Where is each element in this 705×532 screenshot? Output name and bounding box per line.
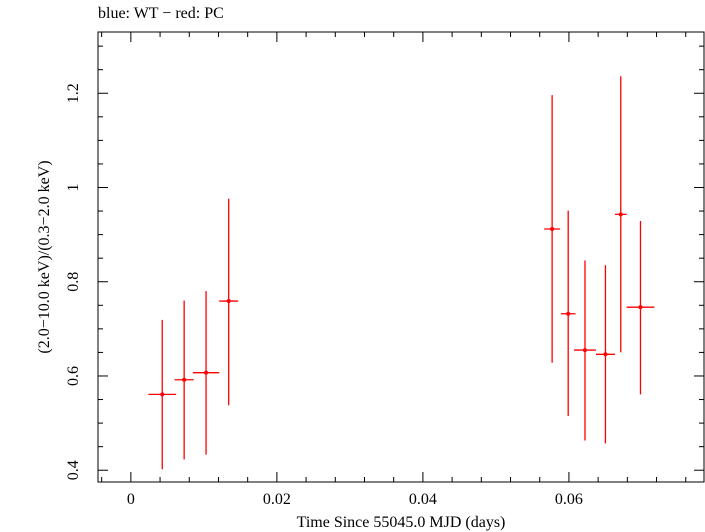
point-marker <box>566 311 571 316</box>
data-point <box>192 291 220 455</box>
data-points <box>148 76 655 470</box>
y-tick-label: 1.2 <box>65 83 82 103</box>
y-tick-label: 0.6 <box>65 366 82 386</box>
point-marker <box>638 305 643 310</box>
y-tick-label: 1 <box>65 183 82 191</box>
point-marker <box>182 377 187 382</box>
point-marker <box>160 392 165 397</box>
data-point <box>595 265 615 444</box>
point-marker <box>618 212 623 217</box>
x-tick-label: 0 <box>127 491 135 508</box>
x-tick-label: 0.02 <box>263 491 291 508</box>
data-point <box>626 220 655 395</box>
plot-frame <box>97 31 705 483</box>
point-marker <box>550 226 555 231</box>
y-tick-label: 0.4 <box>65 460 82 480</box>
y-axis-ticks: 0.4 0.6 0.8 1 1.2 <box>65 45 704 480</box>
data-point <box>174 300 194 460</box>
x-tick-label: 0.06 <box>555 491 583 508</box>
x-axis-label: Time Since 55045.0 MJD (days) <box>297 514 506 531</box>
point-marker <box>204 370 209 375</box>
y-tick-label: 0.8 <box>65 272 82 292</box>
data-point <box>574 260 596 441</box>
y-axis-label: (2.0−10.0 keV)/(0.3−2.0 keV) <box>36 160 53 353</box>
data-point <box>544 95 561 363</box>
point-marker <box>582 348 587 353</box>
point-marker <box>603 352 608 357</box>
data-point <box>614 76 627 353</box>
x-axis-ticks: 0 0.02 0.04 0.06 <box>101 32 687 508</box>
x-tick-label: 0.04 <box>409 491 437 508</box>
chart-title: blue: WT − red: PC <box>98 5 224 22</box>
data-point <box>560 210 576 417</box>
point-marker <box>226 299 231 304</box>
data-point <box>148 319 177 470</box>
data-point <box>219 198 239 406</box>
